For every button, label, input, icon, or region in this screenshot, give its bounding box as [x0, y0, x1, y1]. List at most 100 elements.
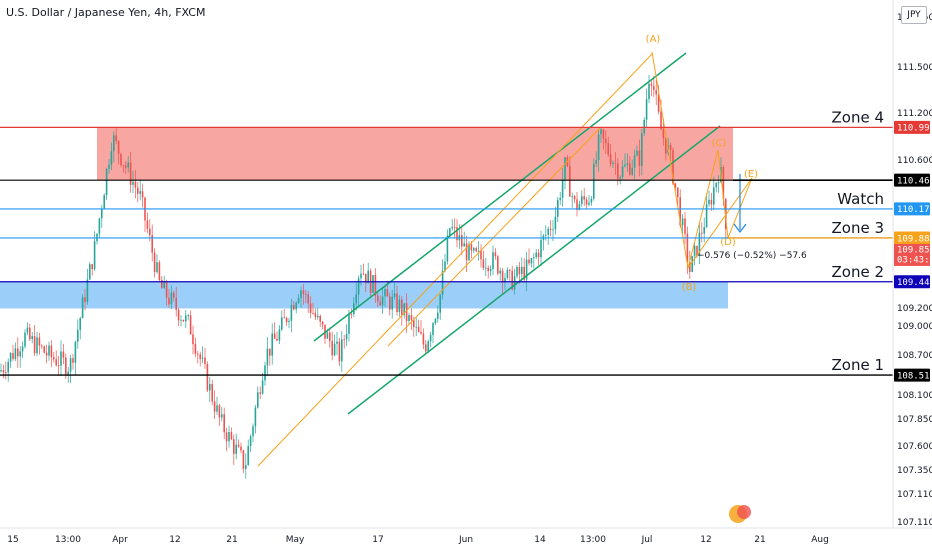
- candle-body: [161, 279, 163, 289]
- candle-body: [585, 199, 588, 205]
- candle-body: [559, 197, 561, 200]
- candle-body: [72, 358, 74, 363]
- candle-body: [12, 353, 14, 359]
- candle-body: [403, 303, 405, 315]
- candle-body: [696, 245, 698, 256]
- price-tag-text: 109.886: [897, 234, 932, 244]
- candle-body: [360, 273, 362, 279]
- candle-body: [569, 165, 571, 197]
- candle-body: [444, 261, 446, 271]
- candle-body: [648, 83, 650, 100]
- candle-body: [43, 346, 45, 353]
- candle-body: [103, 195, 105, 209]
- price-axis[interactable]: 111.850111.500111.200110.600109.200109.0…: [892, 0, 932, 528]
- candle-body: [446, 235, 449, 262]
- zone-label: Zone 1: [832, 356, 885, 374]
- zone-label: Zone 2: [832, 263, 885, 281]
- candle-body: [492, 252, 494, 269]
- candle-body: [24, 332, 26, 347]
- y-tick-label: 109.000: [897, 322, 932, 332]
- candle-body: [67, 371, 69, 375]
- candle-body: [653, 85, 655, 91]
- candle-body: [650, 83, 653, 86]
- candle-body: [581, 196, 583, 204]
- candle-body: [254, 407, 257, 427]
- price-tag: [894, 368, 930, 382]
- candle-body: [33, 336, 36, 354]
- price-tag: [894, 202, 930, 216]
- candle-body: [290, 305, 293, 321]
- candle-body: [55, 359, 57, 366]
- candle-body: [475, 248, 477, 252]
- candle-body: [168, 297, 170, 305]
- candle-body: [182, 319, 185, 322]
- candle-body: [408, 315, 410, 322]
- candle-body: [31, 336, 33, 340]
- y-tick-label: 107.350: [897, 466, 932, 476]
- levels-layer: Zone 4 110.994 110.465 Watch 110.177 Zone 3 10…: [0, 108, 932, 382]
- x-tick-label: Jun: [458, 535, 473, 545]
- candle-body: [266, 348, 269, 366]
- candle-body: [588, 202, 590, 205]
- candle-body: [451, 226, 453, 229]
- wave-label: (A): [646, 34, 661, 45]
- candle-body: [271, 333, 273, 356]
- candle-body: [134, 181, 137, 188]
- candle-body: [185, 315, 187, 322]
- candle-body: [655, 90, 657, 95]
- candle-body: [341, 339, 343, 362]
- candle-body: [165, 281, 168, 298]
- candle-body: [485, 267, 487, 269]
- y-tick-label: 111.200: [897, 109, 932, 119]
- candle-body: [79, 318, 81, 330]
- candle-body: [600, 129, 602, 135]
- candle-body: [715, 182, 717, 188]
- candle-body: [108, 164, 110, 169]
- trend-line-major: [257, 53, 653, 467]
- candle-body: [497, 256, 499, 274]
- currency-badge[interactable]: JPY: [901, 6, 927, 24]
- candle-body: [235, 444, 237, 454]
- candle-body: [173, 292, 175, 298]
- candle-body: [684, 218, 686, 234]
- candle-body: [187, 315, 189, 317]
- x-tick-label: 17: [372, 535, 383, 545]
- x-tick-label: 21: [226, 535, 237, 545]
- wave-label: (C): [712, 138, 727, 149]
- candle-body: [252, 426, 254, 437]
- candle-body: [245, 465, 247, 469]
- candle-body: [518, 266, 521, 275]
- candle-body: [319, 315, 321, 322]
- candle-body: [98, 218, 101, 234]
- candle-body: [672, 149, 674, 184]
- candle-body: [281, 317, 283, 330]
- x-tick-label: 12: [169, 535, 180, 545]
- candle-body: [321, 321, 324, 325]
- zone-layer: [0, 127, 733, 309]
- candle-body: [93, 241, 96, 270]
- candle-body: [2, 370, 5, 373]
- candle-body: [578, 203, 581, 210]
- candle-body: [105, 168, 108, 196]
- candle-body: [170, 292, 173, 305]
- candle-body: [269, 348, 271, 356]
- candle-body: [122, 165, 125, 166]
- candle-body: [432, 323, 434, 336]
- candle-body: [209, 384, 211, 391]
- candle-body: [487, 267, 489, 272]
- candle-body: [381, 296, 384, 306]
- time-axis[interactable]: 15 13:00 Apr 12 21 May 17 Jun 14 13:00 Jul 12 21 Aug: [0, 527, 932, 545]
- candle-body: [5, 372, 7, 373]
- zone-label: Watch: [837, 190, 884, 208]
- candle-body: [216, 405, 218, 412]
- candle-body: [211, 384, 213, 402]
- candle-body: [137, 187, 139, 194]
- candle-body: [257, 392, 259, 408]
- x-tick-label: 12: [700, 535, 711, 545]
- candle-body: [84, 297, 86, 303]
- candle-body: [247, 446, 249, 466]
- candle-body: [139, 191, 141, 194]
- zone-label: Zone 3: [832, 219, 885, 237]
- candle-body: [223, 414, 225, 433]
